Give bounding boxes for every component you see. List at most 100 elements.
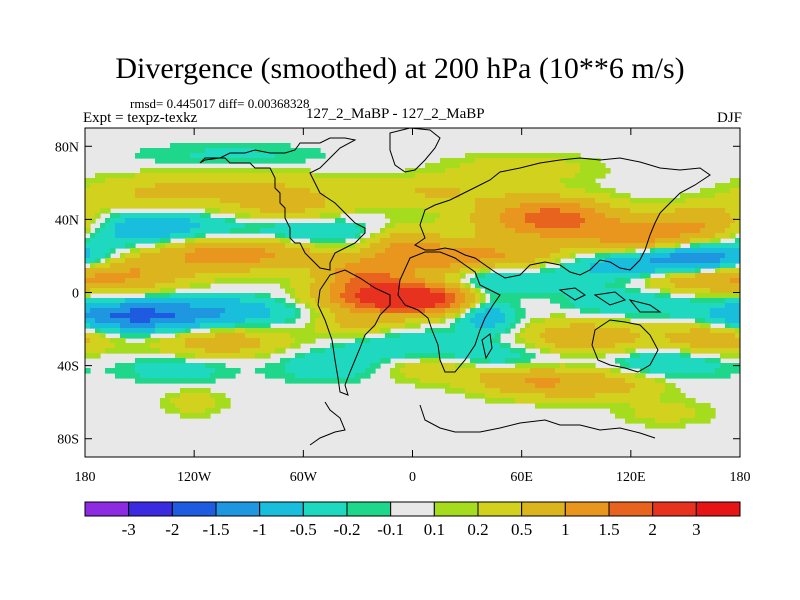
field-cell bbox=[585, 373, 591, 379]
field-cell bbox=[85, 348, 91, 354]
field-cell bbox=[205, 158, 211, 164]
field-cell bbox=[555, 163, 561, 169]
field-cell bbox=[265, 318, 271, 324]
field-cell bbox=[495, 373, 501, 379]
field-cell bbox=[650, 258, 656, 264]
field-cell bbox=[530, 338, 536, 344]
field-cell bbox=[200, 178, 206, 184]
field-cell bbox=[520, 173, 526, 179]
field-cell bbox=[465, 193, 471, 199]
field-cell bbox=[385, 263, 391, 269]
field-cell bbox=[705, 218, 711, 224]
field-cell bbox=[290, 223, 296, 229]
field-cell bbox=[385, 268, 391, 274]
field-cell bbox=[265, 298, 271, 304]
field-cell bbox=[480, 348, 486, 354]
field-cell bbox=[515, 283, 521, 289]
field-cell bbox=[405, 198, 411, 204]
field-cell bbox=[600, 268, 606, 274]
field-cell bbox=[680, 333, 686, 339]
field-cell bbox=[165, 343, 171, 349]
field-cell bbox=[705, 318, 711, 324]
field-cell bbox=[110, 328, 116, 334]
field-cell bbox=[625, 358, 631, 364]
field-cell bbox=[530, 163, 536, 169]
field-cell bbox=[655, 313, 661, 319]
field-cell bbox=[230, 308, 236, 314]
field-cell bbox=[435, 238, 441, 244]
field-cell bbox=[255, 208, 261, 214]
field-cell bbox=[205, 318, 211, 324]
field-cell bbox=[705, 333, 711, 339]
field-cell bbox=[300, 278, 306, 284]
field-cell bbox=[290, 258, 296, 264]
field-cell bbox=[370, 178, 376, 184]
field-cell bbox=[150, 273, 156, 279]
field-cell bbox=[410, 198, 416, 204]
field-cell bbox=[315, 213, 321, 219]
field-cell bbox=[445, 183, 451, 189]
field-cell bbox=[95, 338, 101, 344]
field-cell bbox=[655, 333, 661, 339]
field-cell bbox=[190, 223, 196, 229]
field-cell bbox=[320, 348, 326, 354]
field-cell bbox=[455, 368, 461, 374]
field-cell bbox=[405, 178, 411, 184]
field-cell bbox=[730, 188, 736, 194]
field-cell bbox=[520, 223, 526, 229]
divergence-field bbox=[85, 143, 740, 429]
field-cell bbox=[515, 243, 521, 249]
field-cell bbox=[435, 353, 441, 359]
field-cell bbox=[500, 178, 506, 184]
field-cell bbox=[220, 318, 226, 324]
field-cell bbox=[585, 298, 591, 304]
field-cell bbox=[460, 258, 466, 264]
field-cell bbox=[240, 153, 246, 159]
field-cell bbox=[310, 333, 316, 339]
field-cell bbox=[325, 373, 331, 379]
field-cell bbox=[200, 268, 206, 274]
field-cell bbox=[245, 318, 251, 324]
field-cell bbox=[180, 143, 186, 149]
field-cell bbox=[665, 303, 671, 309]
field-cell bbox=[250, 343, 256, 349]
field-cell bbox=[240, 198, 246, 204]
field-cell bbox=[370, 303, 376, 309]
field-cell bbox=[195, 223, 201, 229]
field-cell bbox=[685, 358, 691, 364]
field-cell bbox=[550, 318, 556, 324]
field-cell bbox=[360, 223, 366, 229]
field-cell bbox=[185, 223, 191, 229]
field-cell bbox=[160, 283, 166, 289]
field-cell bbox=[190, 343, 196, 349]
field-cell bbox=[480, 163, 486, 169]
field-cell bbox=[260, 238, 266, 244]
field-cell bbox=[405, 308, 411, 314]
field-cell bbox=[205, 313, 211, 319]
field-cell bbox=[460, 178, 466, 184]
field-cell bbox=[515, 153, 521, 159]
field-cell bbox=[700, 188, 706, 194]
field-cell bbox=[665, 258, 671, 264]
field-cell bbox=[290, 268, 296, 274]
field-cell bbox=[720, 198, 726, 204]
field-cell bbox=[370, 323, 376, 329]
field-cell bbox=[285, 148, 291, 154]
field-cell bbox=[610, 323, 616, 329]
field-cell bbox=[230, 268, 236, 274]
field-cell bbox=[645, 208, 651, 214]
field-cell bbox=[140, 303, 146, 309]
field-cell bbox=[515, 308, 521, 314]
field-cell bbox=[115, 183, 121, 189]
field-cell bbox=[120, 273, 126, 279]
field-cell bbox=[450, 368, 456, 374]
field-cell bbox=[265, 363, 271, 369]
field-cell bbox=[390, 248, 396, 254]
field-cell bbox=[195, 318, 201, 324]
field-cell bbox=[495, 198, 501, 204]
field-cell bbox=[370, 248, 376, 254]
field-cell bbox=[350, 268, 356, 274]
field-cell bbox=[610, 208, 616, 214]
field-cell bbox=[115, 283, 121, 289]
field-cell bbox=[280, 298, 286, 304]
